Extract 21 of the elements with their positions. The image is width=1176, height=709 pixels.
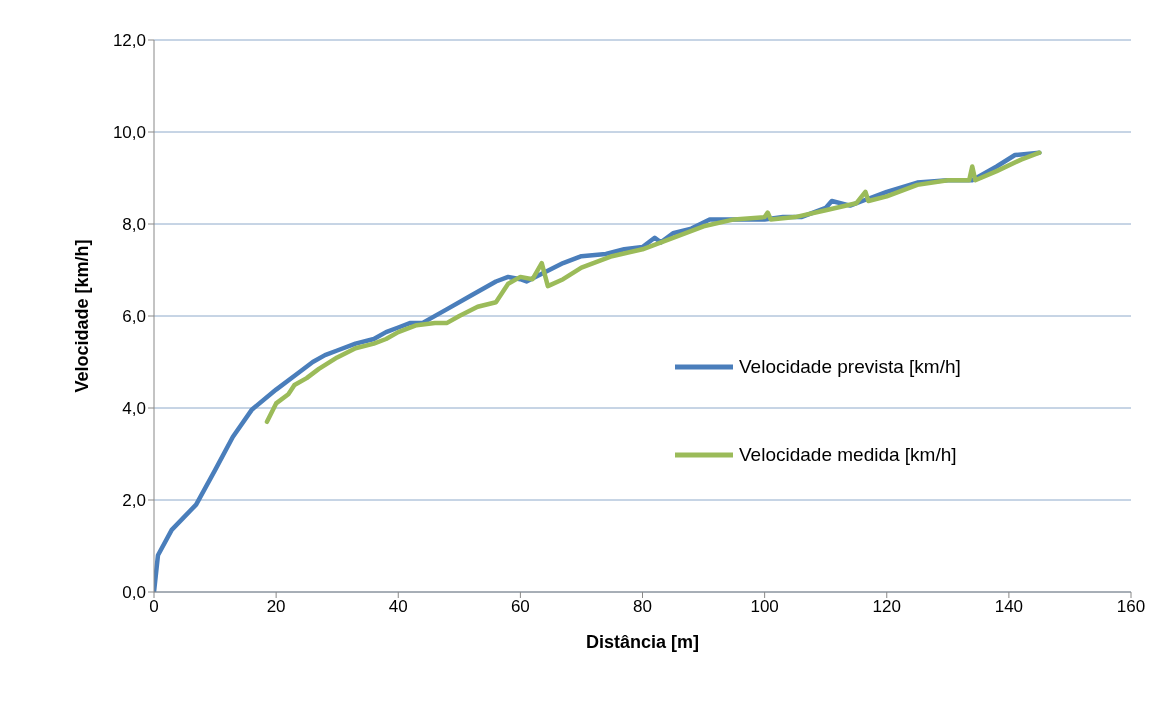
x-tick-label: 40 (388, 597, 408, 617)
line-series (264, 150, 1042, 425)
x-tick-label: 20 (266, 597, 286, 617)
y-tick-label: 12,0 (112, 31, 146, 51)
x-tick-label: 80 (633, 597, 652, 617)
legend-label: Velocidade medida [km/h] (739, 444, 957, 466)
y-tick-label: 6,0 (122, 307, 146, 327)
x-tick-label: 160 (1116, 597, 1146, 617)
x-tick-label: 140 (994, 597, 1024, 617)
legend-label: Velocidade prevista [km/h] (739, 356, 961, 378)
x-tick-label: 60 (510, 597, 530, 617)
x-tick-label: 100 (750, 597, 779, 617)
y-tick-label: 10,0 (112, 123, 146, 143)
x-tick-label: 0 (149, 597, 159, 617)
y-axis-title: Velocidade [km/h] (72, 239, 93, 393)
y-tick-label: 2,0 (122, 491, 146, 511)
y-tick-label: 4,0 (122, 399, 146, 419)
y-tick-label: 0,0 (122, 583, 146, 603)
y-tick-label: 8,0 (122, 215, 146, 235)
x-tick-label: 120 (872, 597, 901, 617)
x-axis-title: Distância [m] (585, 632, 700, 652)
